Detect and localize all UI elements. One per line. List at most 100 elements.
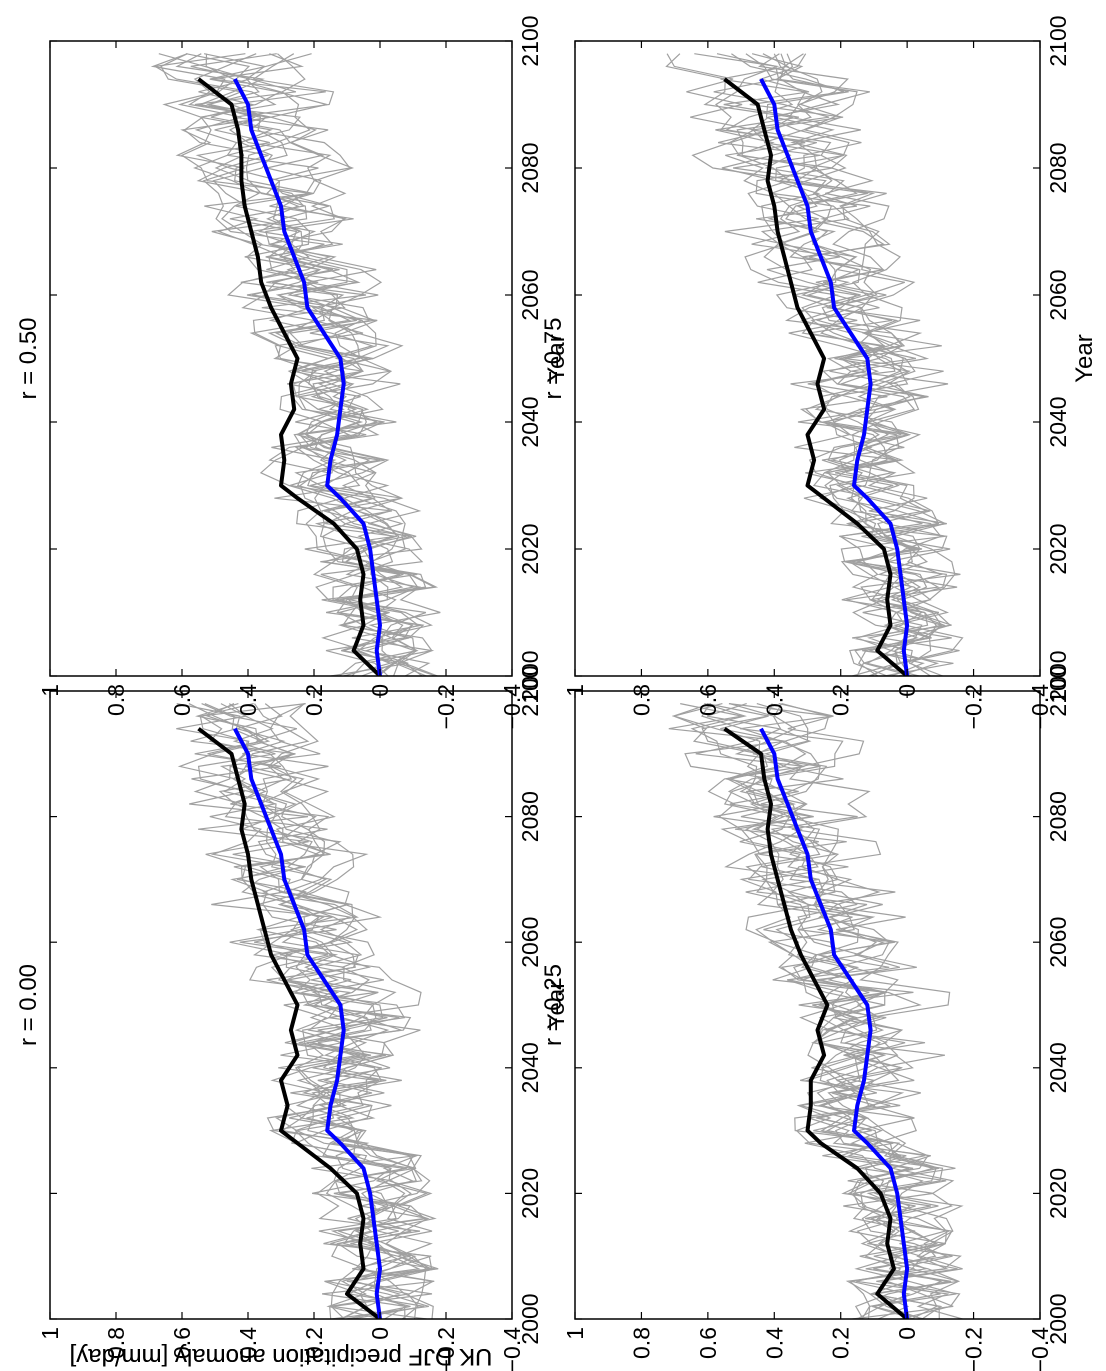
ensemble-member-line — [717, 53, 952, 676]
y-tick-label: 0.2 — [828, 1327, 854, 1359]
x-tick-label: 2020 — [517, 1168, 543, 1219]
y-tick-label: 0.4 — [235, 684, 261, 716]
y-tick-label: 0.2 — [301, 684, 327, 716]
x-tick-label: 2000 — [517, 1293, 543, 1344]
panel-2: 200020202040206020802100−0.4−0.200.20.40… — [15, 15, 570, 1370]
y-tick-label: 0 — [894, 684, 920, 697]
series-line-black — [197, 77, 382, 676]
series-line-black — [197, 727, 382, 1319]
x-tick-label: 2100 — [1045, 15, 1071, 66]
y-tick-label: 0.8 — [103, 1327, 129, 1359]
x-axis-label: Year — [1071, 334, 1098, 383]
series-line-black — [723, 77, 909, 676]
ensemble-member-line — [713, 53, 948, 676]
x-tick-label: 2040 — [1045, 396, 1071, 447]
y-tick-label: 0.6 — [169, 1327, 195, 1359]
y-tick-label: 0.2 — [828, 684, 854, 716]
y-tick-label: 0.8 — [628, 1327, 654, 1359]
y-tick-label: −0.2 — [961, 684, 987, 729]
axes-frame — [574, 40, 1041, 677]
x-tick-label: 2100 — [1045, 665, 1071, 716]
x-tick-label: 2000 — [1045, 1293, 1071, 1344]
y-tick-label: 0.6 — [695, 684, 721, 716]
ensemble-member-line — [219, 703, 433, 1319]
y-tick-label: −0.2 — [961, 1327, 987, 1371]
panel-title: r = 0.25 — [540, 964, 567, 1046]
y-tick-label: 0.4 — [235, 1327, 261, 1359]
x-tick-label: 2080 — [1045, 791, 1071, 842]
ensemble-member-line — [671, 703, 946, 1319]
x-tick-label: 2040 — [517, 1042, 543, 1093]
y-tick-label: 1 — [37, 684, 63, 697]
ensemble-member-line — [778, 53, 958, 676]
y-tick-label: −0.2 — [433, 1327, 459, 1371]
panel-3: 200020202040206020802100−0.4−0.200.20.40… — [540, 15, 1098, 729]
ensemble-member-line — [671, 703, 961, 1319]
panel-title: r = 0.75 — [540, 317, 567, 399]
axes-frame — [49, 690, 513, 1320]
x-tick-label: 2020 — [1045, 523, 1071, 574]
x-tick-label: 2020 — [1045, 1168, 1071, 1219]
x-tick-label: 2100 — [517, 665, 543, 716]
ensemble-member-line — [241, 703, 436, 1319]
ensemble-member-line — [690, 703, 962, 1319]
y-tick-label: 0.6 — [169, 684, 195, 716]
y-tick-label: 0.8 — [103, 684, 129, 716]
x-tick-label: 2060 — [517, 917, 543, 968]
panel-title: r = 0.00 — [15, 964, 42, 1046]
axes-frame — [574, 690, 1041, 1320]
y-tick-label: 0 — [367, 684, 393, 697]
y-axis-label: UK DJF precipitation anomaly [mm/day] — [70, 1343, 493, 1370]
y-tick-label: 0.6 — [695, 1327, 721, 1359]
ensemble-member-line — [189, 703, 406, 1319]
ensemble-member-line — [204, 703, 433, 1319]
ensemble-member-line — [745, 53, 946, 676]
y-tick-label: −0.4 — [499, 684, 525, 730]
x-tick-label: 2020 — [517, 523, 543, 574]
y-tick-label: 0.8 — [628, 684, 654, 716]
x-tick-label: 2040 — [517, 396, 543, 447]
x-axis-label: Year — [543, 981, 570, 1030]
series-line-blue — [759, 78, 910, 676]
y-tick-label: −0.4 — [1027, 1327, 1053, 1371]
y-tick-label: 0 — [894, 1327, 920, 1340]
ensemble-member-line — [233, 53, 416, 676]
series-line-black — [723, 727, 909, 1319]
ensemble-member-line — [158, 53, 424, 676]
panel-title: r = 0.50 — [15, 317, 42, 399]
y-tick-label: 0 — [367, 1327, 393, 1340]
ensemble-member-line — [734, 703, 957, 1319]
x-tick-label: 2060 — [1045, 917, 1071, 968]
x-tick-label: 2000 — [517, 650, 543, 701]
x-tick-label: 2040 — [1045, 1042, 1071, 1093]
y-tick-label: 0.4 — [761, 684, 787, 716]
x-tick-label: 2100 — [517, 15, 543, 66]
panel-0: 200020202040206020802100−0.4−0.200.20.40… — [15, 665, 570, 1371]
x-axis-label: Year — [543, 334, 570, 383]
series-line-blue — [233, 78, 382, 676]
x-tick-label: 2080 — [517, 142, 543, 193]
x-tick-label: 2060 — [517, 269, 543, 320]
y-tick-label: 0.4 — [761, 1327, 787, 1359]
y-tick-label: 1 — [562, 1327, 588, 1340]
y-axis-label: UK DJF precipitation anomaly [mm/day] — [70, 1343, 493, 1370]
series-line-blue — [759, 727, 910, 1319]
x-tick-label: 2060 — [1045, 269, 1071, 320]
x-tick-label: 2080 — [517, 791, 543, 842]
ensemble-member-line — [209, 53, 436, 676]
x-tick-label: 2080 — [1045, 142, 1071, 193]
series-line-blue — [233, 727, 382, 1319]
ensemble-member-line — [244, 703, 437, 1319]
ensemble-member-line — [188, 703, 435, 1319]
panel-1: 200020202040206020802100−0.4−0.200.20.40… — [540, 665, 1071, 1371]
ensemble-member-line — [701, 703, 963, 1319]
x-tick-label: 2000 — [1045, 650, 1071, 701]
axes-frame — [49, 40, 513, 677]
ensemble-member-line — [751, 53, 964, 676]
y-tick-label: −0.4 — [1027, 684, 1053, 730]
ensemble-member-line — [758, 53, 950, 676]
y-tick-label: −0.4 — [499, 1327, 525, 1371]
ensemble-member-line — [701, 703, 928, 1319]
